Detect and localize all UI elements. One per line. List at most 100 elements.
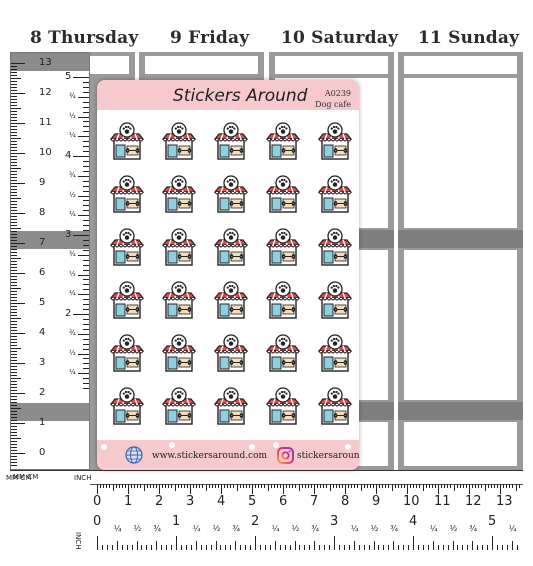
horizontal-ruler-tick xyxy=(360,484,362,491)
vertical-ruler-tick xyxy=(11,243,25,244)
horizontal-ruler-tick xyxy=(199,484,201,488)
vertical-ruler-tick xyxy=(11,171,17,172)
horizontal-ruler-tick xyxy=(289,484,291,488)
horizontal-ruler-tick xyxy=(397,484,399,488)
horizontal-ruler-tick xyxy=(156,541,158,550)
vertical-ruler-tick xyxy=(11,300,17,301)
horizontal-ruler-tick xyxy=(115,484,117,488)
horizontal-ruler-tick xyxy=(432,541,434,550)
vertical-ruler-tick xyxy=(83,368,89,370)
horizontal-ruler-tick xyxy=(261,484,263,488)
website-link[interactable]: www.stickersaround.com xyxy=(152,451,268,461)
horizontal-ruler-tick xyxy=(274,541,276,550)
horizontal-ruler-tick xyxy=(190,484,191,494)
horizontal-ruler-tick xyxy=(398,545,400,550)
dog-cafe-icon xyxy=(265,281,301,321)
vertical-ruler-tick xyxy=(83,249,89,251)
dog-cafe-icon xyxy=(265,122,301,162)
horizontal-ruler-tick xyxy=(242,484,244,488)
horizontal-ruler-inch-number: 3 xyxy=(330,514,339,529)
vertical-ruler-tick xyxy=(11,78,21,79)
vertical-ruler-tick xyxy=(83,309,89,311)
horizontal-ruler-tick xyxy=(447,484,449,488)
instagram-handle[interactable]: stickersaround xyxy=(297,451,359,461)
vertical-ruler-tick xyxy=(11,252,17,253)
vertical-ruler: MM CM 13 12 11 10 9 8 7 6 5 4 3 2 1 0 5 ¾ ½ ¼ 4 ¾ ½ ¼ 3 ¾ ½ ¼ 2 ¾ ½ ¼ xyxy=(10,52,90,481)
vertical-ruler-tick xyxy=(11,231,17,232)
horizontal-ruler-tick xyxy=(341,484,343,488)
horizontal-ruler-tick xyxy=(438,484,439,494)
horizontal-ruler-tick xyxy=(126,545,128,550)
horizontal-ruler-tick xyxy=(413,536,414,550)
horizontal-ruler-tick xyxy=(171,484,173,488)
vertical-ruler-tick xyxy=(11,345,17,346)
horizontal-ruler-tick xyxy=(410,484,412,488)
vertical-ruler-tick xyxy=(11,405,17,406)
horizontal-ruler-quarter-label: ¾ xyxy=(390,524,399,533)
horizontal-ruler-tick xyxy=(441,484,443,488)
horizontal-ruler-tick xyxy=(301,484,303,488)
vertical-ruler-tick xyxy=(83,180,89,182)
vertical-ruler-tick xyxy=(11,414,17,415)
vertical-ruler-tick xyxy=(83,101,89,103)
horizontal-ruler-tick xyxy=(259,545,261,550)
vertical-ruler-tick xyxy=(78,116,89,118)
horizontal-ruler-quarter-label: ½ xyxy=(212,524,221,533)
vertical-ruler-tick xyxy=(11,402,17,403)
horizontal-ruler-tick xyxy=(469,484,470,494)
horizontal-ruler-tick xyxy=(283,484,284,494)
horizontal-ruler-tick xyxy=(118,484,120,488)
vertical-ruler-tick xyxy=(11,336,17,337)
horizontal-ruler-tick xyxy=(453,484,455,491)
vertical-ruler-tick xyxy=(11,306,17,307)
horizontal-ruler-tick xyxy=(329,545,331,550)
horizontal-ruler-tick xyxy=(214,484,216,488)
dog-cafe-icon xyxy=(317,281,353,321)
horizontal-ruler-tick xyxy=(506,545,508,550)
horizontal-ruler-tick xyxy=(294,541,296,550)
vertical-ruler-cm-number: 6 xyxy=(39,267,46,278)
vertical-ruler-cm-number: 8 xyxy=(39,207,46,218)
horizontal-ruler-tick xyxy=(233,484,235,488)
horizontal-ruler-quarter-label: ¾ xyxy=(232,524,241,533)
horizontal-ruler-tick xyxy=(314,484,315,494)
horizontal-ruler-tick xyxy=(186,484,188,488)
vertical-ruler-tick xyxy=(78,175,89,177)
horizontal-ruler-cm-number: 5 xyxy=(248,494,257,509)
vertical-ruler-unit-label: MM CM xyxy=(13,473,39,481)
vertical-ruler-tick xyxy=(11,279,17,280)
vertical-ruler-tick xyxy=(11,378,21,379)
horizontal-ruler-tick xyxy=(343,545,345,550)
vertical-ruler-tick xyxy=(83,348,89,350)
vertical-ruler-tick xyxy=(11,117,17,118)
sheet-code-number: A0239 xyxy=(324,89,351,98)
horizontal-ruler-tick xyxy=(205,484,207,491)
vertical-ruler-inch-number: 2 xyxy=(65,308,72,319)
horizontal-ruler-tick xyxy=(500,484,501,494)
horizontal-ruler-quarter-label: ¼ xyxy=(508,524,517,533)
dog-cafe-icon xyxy=(213,122,249,162)
vertical-ruler-tick xyxy=(83,106,89,108)
horizontal-ruler-tick xyxy=(255,536,256,550)
vertical-ruler-tick xyxy=(83,383,89,385)
vertical-ruler-tick xyxy=(11,111,17,112)
footer-dot xyxy=(345,444,351,450)
vertical-ruler-quarter-label: ¼ xyxy=(69,131,76,140)
vertical-ruler-tick xyxy=(11,411,17,412)
vertical-ruler-tick xyxy=(11,237,17,238)
horizontal-ruler-tick xyxy=(383,545,385,550)
vertical-ruler-tick xyxy=(11,99,17,100)
horizontal-ruler-tick xyxy=(230,484,232,488)
vertical-ruler-tick xyxy=(11,255,17,256)
vertical-ruler-tick xyxy=(11,372,17,373)
vertical-ruler-tick xyxy=(83,86,89,88)
horizontal-ruler-tick xyxy=(176,536,177,550)
horizontal-ruler-tick xyxy=(196,484,198,488)
horizontal-ruler-tick xyxy=(506,484,508,488)
vertical-ruler-tick xyxy=(11,69,17,70)
horizontal-ruler-tick xyxy=(146,484,148,488)
vertical-ruler-tick xyxy=(11,417,17,418)
horizontal-ruler-tick xyxy=(447,545,449,550)
horizontal-ruler-quarter-label: ½ xyxy=(449,524,458,533)
horizontal-ruler-tick xyxy=(221,484,222,494)
